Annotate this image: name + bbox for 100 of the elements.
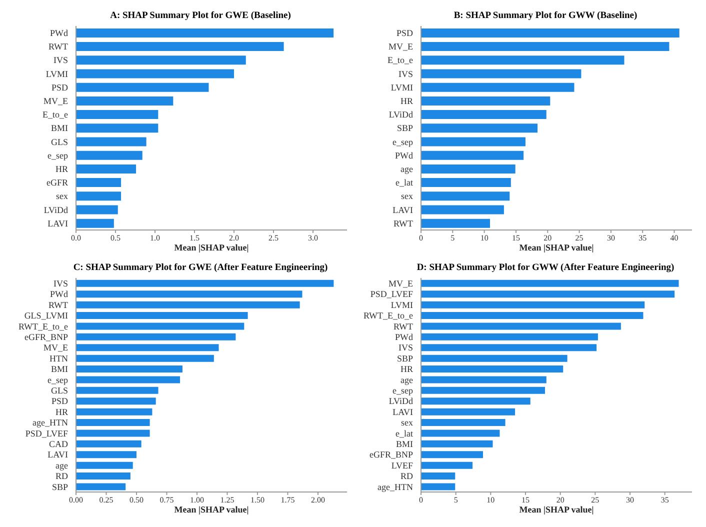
y-tick-label: LAVI <box>392 406 413 417</box>
y-tick-label: e_sep <box>392 386 414 396</box>
bar <box>421 451 484 458</box>
y-tick-label: IVS <box>53 55 68 66</box>
bar <box>421 110 546 120</box>
y-tick-label: GLS_LVMI <box>24 310 68 321</box>
bar <box>421 440 493 448</box>
y-tick-label: RWT_E_to_e <box>364 310 413 321</box>
bar <box>421 419 506 426</box>
y-tick-label: sex <box>56 191 68 202</box>
bar <box>421 56 624 65</box>
x-tick-label: 20 <box>556 496 564 505</box>
x-tick-label: 1.75 <box>280 496 295 505</box>
bar <box>76 312 248 320</box>
y-tick-label: MV_E <box>44 96 68 106</box>
y-tick-label: SBP <box>396 123 413 134</box>
y-tick-label: PWd <box>50 28 68 38</box>
y-tick-label: e_lat <box>396 178 414 188</box>
y-tick-label: BMI <box>396 439 413 450</box>
x-tick-label: 25 <box>575 234 584 243</box>
y-tick-label: IVS <box>398 68 413 79</box>
y-tick-label: RWT_E_to_e <box>18 321 68 332</box>
bar <box>421 82 574 92</box>
y-tick-label: sex <box>401 418 414 428</box>
y-tick-label: RWT <box>394 218 414 228</box>
bar <box>421 398 530 405</box>
bar <box>76 96 174 106</box>
x-tick-label: 15 <box>522 496 530 505</box>
x-tick-label: 3.0 <box>308 234 318 243</box>
y-tick-label: MV_E <box>388 42 414 52</box>
y-tick-label: HTN <box>50 353 68 364</box>
y-tick-label: PWd <box>50 289 68 300</box>
y-tick-label: BMI <box>50 123 68 134</box>
bar <box>76 42 284 52</box>
y-tick-label: RWT <box>394 321 414 332</box>
y-tick-label: age <box>400 164 413 174</box>
x-tick-label: 0 <box>419 234 423 243</box>
y-tick-label: e_sep <box>48 374 68 385</box>
bar <box>421 344 597 352</box>
bar <box>421 192 510 201</box>
x-tick-label: 0.50 <box>129 496 144 505</box>
bar <box>421 366 564 373</box>
y-tick-label: MV_E <box>44 342 68 353</box>
y-tick-label: E_to_e <box>388 55 413 66</box>
y-tick-label: PSD <box>51 82 68 92</box>
bar <box>76 69 234 78</box>
y-tick-label: RWT <box>48 42 68 52</box>
y-tick-label: age <box>400 374 413 385</box>
bar <box>76 440 142 448</box>
bar <box>421 137 526 146</box>
y-tick-label: LAVI <box>48 218 68 228</box>
y-tick-label: eGFR_BNP <box>369 450 413 460</box>
bar <box>421 472 456 480</box>
x-tick-label: 0.5 <box>110 234 121 243</box>
x-tick-label: 1.5 <box>190 234 200 243</box>
y-tick-label: LViDd <box>388 110 414 120</box>
bar <box>421 178 511 188</box>
bar <box>421 69 582 78</box>
bar <box>421 218 490 228</box>
y-tick-label: MV_E <box>388 278 414 289</box>
x-tick-label: 0.75 <box>160 496 174 505</box>
bar <box>421 322 621 330</box>
bar <box>421 354 568 362</box>
y-tick-label: PWd <box>395 150 414 160</box>
bar <box>76 386 158 394</box>
y-tick-label: LVMI <box>390 300 413 310</box>
x-tick-label: 15 <box>512 234 520 243</box>
y-tick-label: e_sep <box>392 136 414 147</box>
bar <box>76 150 142 160</box>
y-tick-label: eGFR <box>46 178 68 188</box>
y-tick-label: GLS <box>50 386 68 396</box>
bar <box>421 301 645 308</box>
bar <box>76 398 156 405</box>
bar <box>76 178 122 188</box>
y-tick-label: PWd <box>395 332 414 342</box>
bar <box>76 419 150 426</box>
y-tick-label: IVS <box>398 342 413 353</box>
bar <box>421 312 644 320</box>
x-tick-label: 2.0 <box>229 234 240 243</box>
y-tick-label: CAD <box>48 439 68 450</box>
x-tick-label: 20 <box>544 234 552 243</box>
bar <box>76 280 334 287</box>
bar <box>421 150 524 160</box>
bar <box>421 28 680 38</box>
bar <box>76 290 302 298</box>
x-tick-label: 10 <box>480 234 488 243</box>
y-tick-label: HR <box>55 406 68 417</box>
y-tick-label: age <box>56 460 68 470</box>
bar <box>421 408 516 416</box>
x-tick-label: 2.5 <box>268 234 279 243</box>
y-tick-label: RWT <box>48 300 68 310</box>
x-tick-label: 0.25 <box>99 496 114 505</box>
y-tick-label: BMI <box>50 364 68 374</box>
bar <box>421 42 670 52</box>
y-tick-label: LVMI <box>46 68 68 79</box>
bar <box>76 110 158 120</box>
x-tick-label: 30 <box>606 234 615 243</box>
chart-title: C: SHAP Summary Plot for GWE (After Feature Engineering) <box>72 262 329 275</box>
y-tick-label: E_to_e <box>42 110 68 120</box>
bar <box>76 192 122 201</box>
